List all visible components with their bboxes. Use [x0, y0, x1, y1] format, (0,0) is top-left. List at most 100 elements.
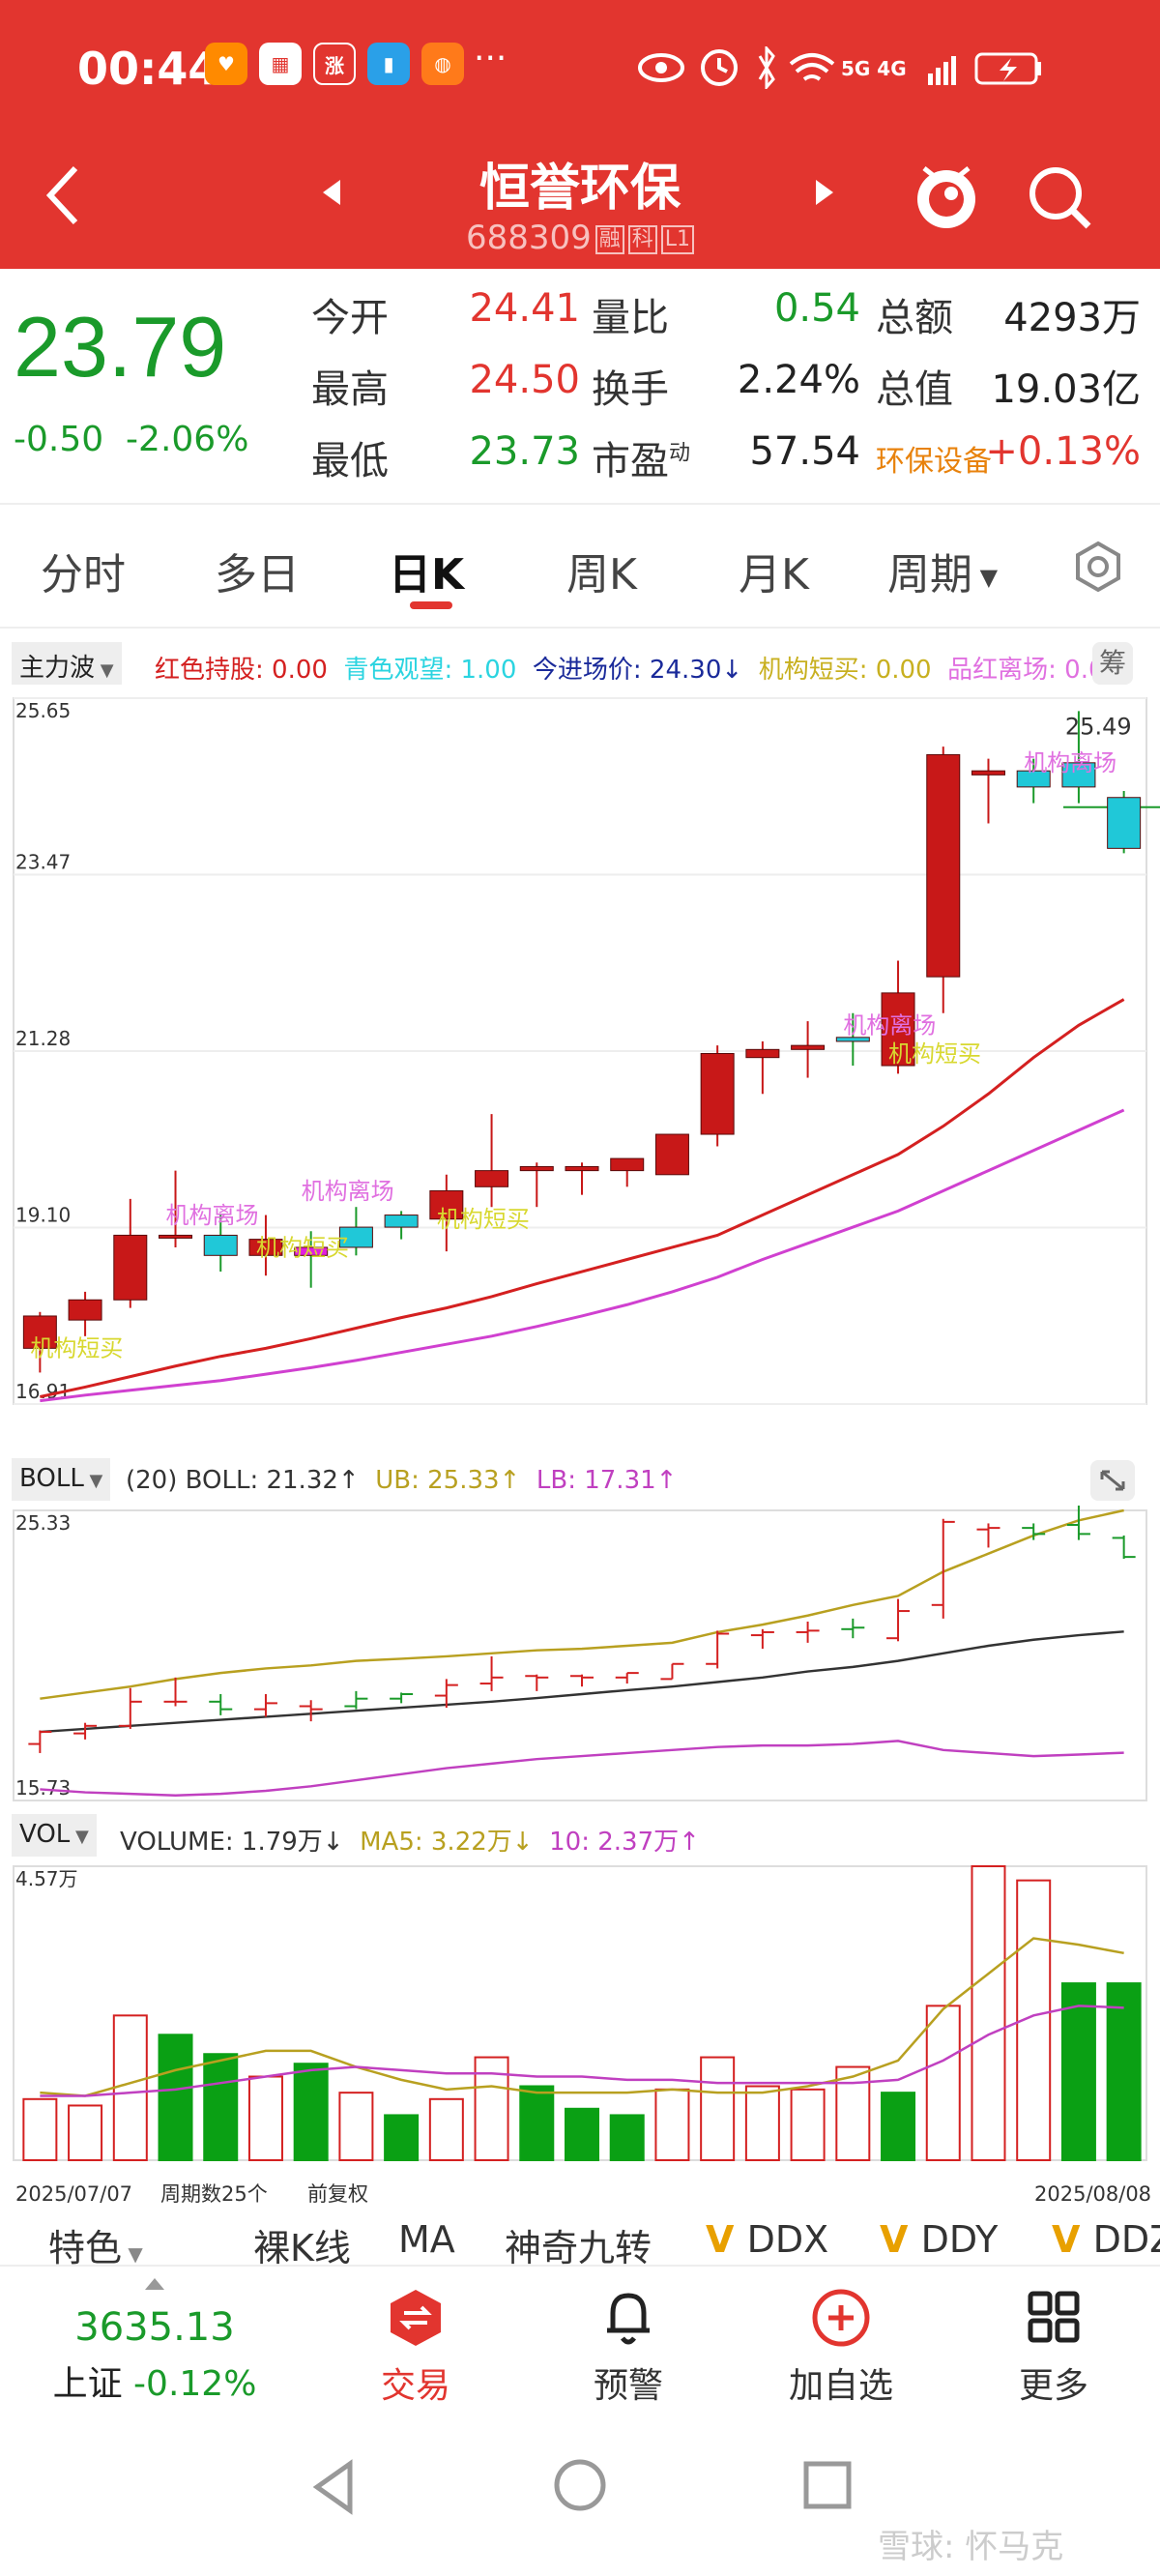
chips-button[interactable]: 筹	[1092, 642, 1133, 685]
index-row: 上证 -0.12%	[39, 2356, 271, 2406]
low-label: 最低	[311, 439, 389, 483]
stock-header: 恒誉环保 688309 融科 L1	[0, 145, 1160, 269]
volume-bar	[565, 2107, 599, 2161]
nav-alert[interactable]: 预警	[532, 2286, 725, 2408]
volume-bar	[654, 2088, 690, 2161]
main-indicator-name: 主力波	[19, 654, 96, 683]
index-name: 上证	[52, 2364, 123, 2404]
recents-square-icon[interactable]	[802, 2460, 853, 2510]
stock-app-icon: 涨	[313, 43, 356, 85]
y-tick-label: 25.33	[15, 1511, 71, 1535]
y-tick-label: 4.57万	[15, 1867, 78, 1890]
feature-naked-k[interactable]: 裸K线	[253, 2227, 351, 2265]
y-tick-label: 23.47	[15, 851, 71, 874]
margin-tag: 融	[594, 224, 624, 254]
misc-app-icon: ◍	[421, 43, 464, 85]
volume-value: VOLUME: 1.79万↓	[120, 1828, 344, 1857]
candle-body	[1061, 762, 1096, 788]
feature-special[interactable]: 特色 ▼	[48, 2218, 143, 2265]
pe-dynamic-sup: 动	[669, 441, 691, 466]
chart-annotation: 机构离场	[843, 1012, 936, 1039]
volume-bar	[247, 2075, 283, 2161]
main-indicator-select[interactable]: 主力波 ▼	[12, 642, 122, 685]
nav-add-watchlist[interactable]: 加自选	[744, 2286, 938, 2408]
turnover-amount-value: 4293万	[1003, 296, 1141, 340]
volume-bar	[1106, 1982, 1142, 2161]
system-nav-bar: 雪球: 怀马克	[0, 2419, 1160, 2576]
vip-v-icon: V	[1052, 2218, 1093, 2261]
boll-chart[interactable]: 25.33 15.73	[0, 1505, 1160, 1810]
volume-bar	[744, 2085, 780, 2162]
candle-body	[248, 1239, 283, 1256]
tab-weekly-k[interactable]: 周K	[566, 550, 637, 600]
nav-trade[interactable]: 交易	[319, 2286, 512, 2408]
candle-body	[654, 1133, 689, 1176]
back-icon[interactable]	[43, 164, 81, 226]
star-market-tag: 科	[627, 224, 657, 254]
taobao-app-icon: ♥	[205, 43, 247, 85]
chart-annotation: 机构离场	[302, 1178, 394, 1205]
vol-ma-line-ma5	[40, 1937, 1124, 2097]
chart-annotation: 机构短买	[30, 1335, 123, 1362]
high-label: 最高	[311, 367, 389, 412]
stock-name: 恒誉环保	[478, 160, 681, 218]
status-icons: 5G 4G	[638, 46, 1041, 89]
volume-bar	[835, 2065, 871, 2161]
low-value: 23.73	[469, 429, 580, 474]
feature-ddx[interactable]: V DDX	[706, 2218, 828, 2261]
change-percent: -2.06%	[126, 420, 249, 459]
candle-body	[384, 1215, 419, 1228]
x-axis-label: 前复权	[307, 2182, 368, 2206]
vol-select[interactable]: VOL ▼	[12, 1814, 97, 1857]
calendar-app-icon: ▦	[259, 43, 302, 85]
feature-nine-turn[interactable]: 神奇九转	[505, 2227, 652, 2265]
feature-ma[interactable]: MA	[398, 2218, 455, 2261]
high-value: 24.50	[469, 358, 580, 402]
index-widget[interactable]: 3635.13 上证 -0.12%	[39, 2305, 271, 2406]
boll-select[interactable]: BOLL ▼	[12, 1458, 111, 1501]
volume-bar	[384, 2114, 420, 2162]
vol-indicator-row: VOL ▼ VOLUME: 1.79万↓ MA5: 3.22万↓ 10: 2.3…	[0, 1814, 1160, 1859]
y-tick-label: 19.10	[15, 1204, 71, 1227]
tab-period[interactable]: 周期 ▼	[887, 540, 998, 601]
prev-stock-icon[interactable]	[319, 178, 342, 207]
tab-monthly-k[interactable]: 月K	[739, 550, 809, 600]
feature-ddy-label: DDY	[920, 2218, 999, 2261]
sector-link[interactable]: 环保设备	[876, 445, 992, 479]
volume-bar	[881, 2092, 916, 2161]
vip-v-icon: V	[706, 2218, 747, 2261]
candle-body	[519, 1165, 554, 1172]
volume-bar	[203, 2053, 239, 2162]
back-triangle-icon[interactable]	[309, 2458, 358, 2516]
period-tabs: 分时 多日 日K 周K 月K 周期 ▼	[0, 503, 1160, 629]
candle-body	[203, 1234, 238, 1256]
volume-bar	[925, 2005, 961, 2161]
assistant-mascot-icon[interactable]	[911, 155, 982, 232]
search-icon[interactable]	[1027, 164, 1094, 232]
main-indicator-values: 红色持股: 0.00 青色观望: 1.00 今进场价: 24.30↓ 机构短买:…	[155, 650, 1120, 686]
market-cap-value: 19.03亿	[991, 367, 1141, 412]
boll-values: (20) BOLL: 21.32↑ UB: 25.33↑ LB: 17.31↑	[126, 1466, 677, 1495]
volume-bar	[68, 2104, 103, 2162]
vol-values: VOLUME: 1.79万↓ MA5: 3.22万↓ 10: 2.37万↑	[120, 1822, 700, 1858]
nav-more[interactable]: 更多	[957, 2286, 1150, 2408]
indicator-cyan-watch: 青色观望: 1.00	[343, 656, 517, 685]
home-circle-icon[interactable]	[553, 2458, 607, 2512]
volume-bar	[971, 1865, 1006, 2161]
y-tick-label: 21.28	[15, 1027, 71, 1050]
settings-hex-icon[interactable]	[1069, 538, 1127, 596]
expand-icon[interactable]	[1090, 1460, 1135, 1501]
tab-timeshare[interactable]: 分时	[41, 550, 126, 600]
eye-icon	[638, 53, 684, 82]
candlestick-chart[interactable]: 25.6523.4721.2819.1016.91机构短买机构离场机构离场机构短…	[0, 688, 1160, 1452]
wifi-icon	[789, 53, 835, 81]
index-change: -0.12%	[133, 2364, 257, 2404]
next-stock-icon[interactable]	[814, 178, 837, 207]
tab-daily-k[interactable]: 日K	[389, 550, 465, 600]
chevron-up-icon[interactable]	[143, 2276, 166, 2292]
candle-body	[68, 1299, 102, 1321]
feature-ddy[interactable]: V DDY	[880, 2218, 998, 2261]
tab-multiday[interactable]: 多日	[215, 550, 300, 600]
feature-ddz[interactable]: V DDZ	[1052, 2218, 1160, 2261]
volume-chart[interactable]: 4.57万 2025/07/07 周期数25个 前复权 2025/08/08	[0, 1860, 1160, 2209]
